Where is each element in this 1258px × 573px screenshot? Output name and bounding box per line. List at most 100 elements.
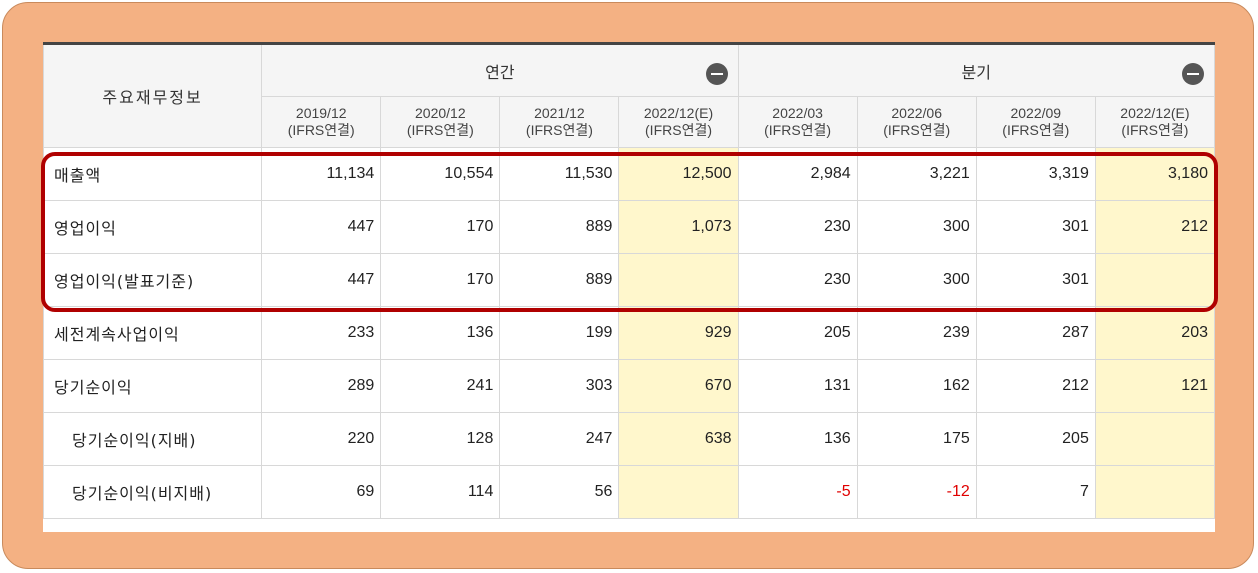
- group-label-annual: 연간: [485, 62, 515, 82]
- value-cell: 289: [261, 359, 382, 413]
- row-label: 당기순이익(지배): [43, 412, 263, 466]
- value-cell: 241: [380, 359, 501, 413]
- value-cell: 300: [856, 253, 977, 307]
- value-cell: [1094, 465, 1215, 519]
- table-row: 매출액 11,134 10,554 11,530 12,500 2,984 3,221 3,3…: [43, 147, 1215, 201]
- value-cell: [618, 253, 739, 307]
- value-cell: 287: [975, 306, 1096, 360]
- value-cell: 638: [618, 412, 739, 466]
- value-cell: 205: [975, 412, 1096, 466]
- period-label: 2019/12: [295, 105, 347, 121]
- minus-circle-icon[interactable]: [705, 63, 728, 85]
- value-cell: 114: [380, 465, 501, 519]
- value-cell: 230: [737, 200, 858, 254]
- value-cell: 11,530: [499, 147, 620, 201]
- column-header-period: 2022/09 (IFRS연결): [975, 96, 1096, 148]
- financial-summary-card: 주요재무정보 연간 분기 2019/12 (IFRS연결) 2020/12 (IFRS…: [43, 42, 1215, 532]
- value-cell: 12,500: [618, 147, 739, 201]
- group-header-annual: 연간: [261, 43, 739, 97]
- column-header-period: 2021/12 (IFRS연결): [499, 96, 620, 148]
- period-label: 2021/12: [534, 105, 585, 121]
- period-label: 2022/12(E): [1120, 105, 1190, 121]
- value-cell: 2,984: [737, 147, 858, 201]
- row-label: 당기순이익: [43, 359, 263, 413]
- value-cell: 203: [1094, 306, 1215, 360]
- value-cell: 69: [261, 465, 382, 519]
- value-cell: 175: [856, 412, 977, 466]
- value-cell: 7: [975, 465, 1096, 519]
- table-row: 영업이익(발표기준) 447 170 889 230 300 301: [43, 253, 1215, 307]
- period-label: 2022/09: [1010, 105, 1062, 121]
- group-header-quarterly: 분기: [737, 43, 1215, 97]
- value-cell: 447: [261, 253, 382, 307]
- period-label: 2022/12(E): [643, 105, 714, 121]
- value-cell: 128: [380, 412, 501, 466]
- value-cell: 3,319: [975, 147, 1096, 201]
- value-cell: 929: [618, 306, 739, 360]
- basis-label: (IFRS연결): [525, 122, 593, 138]
- value-cell: [1094, 412, 1215, 466]
- basis-label: (IFRS연결): [645, 122, 712, 138]
- value-cell: 300: [856, 200, 977, 254]
- value-cell: 889: [499, 253, 620, 307]
- table-row: 당기순이익 289 241 303 670 131 162 212 121: [43, 359, 1215, 413]
- value-cell: 301: [975, 200, 1096, 254]
- basis-label: (IFRS연결): [1121, 122, 1189, 138]
- corner-header: 주요재무정보: [43, 43, 263, 148]
- value-cell: 205: [737, 306, 858, 360]
- value-cell: 170: [380, 200, 501, 254]
- value-cell: 131: [737, 359, 858, 413]
- table-header: 주요재무정보 연간 분기 2019/12 (IFRS연결) 2020/12 (IFRS…: [43, 43, 1215, 148]
- value-cell: 447: [261, 200, 382, 254]
- row-label: 세전계속사업이익: [43, 306, 263, 360]
- value-cell: 11,134: [261, 147, 382, 201]
- value-cell: 10,554: [380, 147, 501, 201]
- value-cell: 56: [499, 465, 620, 519]
- value-cell: 199: [499, 306, 620, 360]
- row-label: 영업이익: [43, 200, 263, 254]
- column-header-period: 2022/03 (IFRS연결): [737, 96, 858, 148]
- value-cell: [618, 465, 739, 519]
- value-cell: [1094, 253, 1215, 307]
- row-label: 영업이익(발표기준): [43, 253, 263, 307]
- table-row: 당기순이익(비지배) 69 114 56 -5 -12 7: [43, 465, 1215, 519]
- basis-label: (IFRS연결): [764, 122, 832, 138]
- value-cell: 212: [1094, 200, 1215, 254]
- row-label: 매출액: [43, 147, 263, 201]
- period-label: 2022/06: [891, 105, 942, 121]
- value-cell: 247: [499, 412, 620, 466]
- value-cell: 889: [499, 200, 620, 254]
- header-row-groups: 주요재무정보 연간 분기: [43, 43, 1215, 148]
- value-cell: 233: [261, 306, 382, 360]
- basis-label: (IFRS연결): [883, 122, 951, 138]
- table-row: 세전계속사업이익 233 136 199 929 205 239 287 203: [43, 306, 1215, 360]
- minus-circle-icon[interactable]: [1182, 63, 1204, 85]
- column-header-period: 2022/12(E) (IFRS연결): [1094, 96, 1215, 148]
- value-cell: 136: [737, 412, 858, 466]
- value-cell: -12: [856, 465, 977, 519]
- period-label: 2022/03: [772, 105, 823, 121]
- value-cell: 212: [975, 359, 1096, 413]
- value-cell: 303: [499, 359, 620, 413]
- financial-summary-table: 주요재무정보 연간 분기 2019/12 (IFRS연결) 2020/12 (IFRS…: [43, 42, 1215, 519]
- table-row: 영업이익 447 170 889 1,073 230 300 301 212: [43, 200, 1215, 254]
- row-label: 당기순이익(비지배): [43, 465, 263, 519]
- value-cell: 1,073: [618, 200, 739, 254]
- value-cell: 239: [856, 306, 977, 360]
- value-cell: 121: [1094, 359, 1215, 413]
- table-body: 매출액 11,134 10,554 11,530 12,500 2,984 3,221 3,3…: [43, 147, 1215, 519]
- value-cell: 162: [856, 359, 977, 413]
- group-label-quarterly: 분기: [961, 62, 991, 82]
- value-cell: 3,221: [856, 147, 977, 201]
- column-header-period: 2022/12(E) (IFRS연결): [618, 96, 739, 148]
- value-cell: 170: [380, 253, 501, 307]
- value-cell: 670: [618, 359, 739, 413]
- value-cell: 220: [261, 412, 382, 466]
- column-header-period: 2019/12 (IFRS연결): [261, 96, 382, 148]
- basis-label: (IFRS연결): [406, 122, 474, 138]
- value-cell: 136: [380, 306, 501, 360]
- value-cell: -5: [737, 465, 858, 519]
- basis-label: (IFRS연결): [1002, 122, 1070, 138]
- column-header-period: 2022/06 (IFRS연결): [856, 96, 977, 148]
- value-cell: 230: [737, 253, 858, 307]
